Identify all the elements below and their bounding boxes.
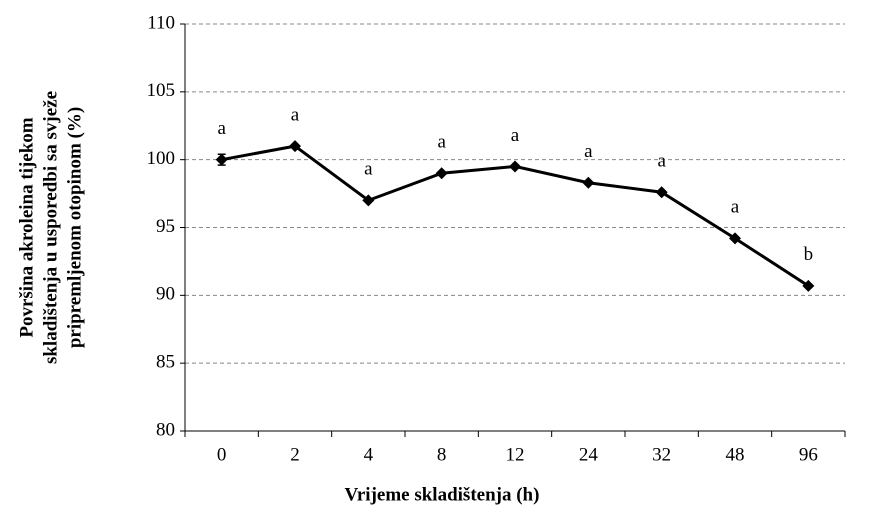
x-tick-label: 8	[437, 444, 447, 465]
y-tick-label: 95	[156, 216, 175, 237]
y-axis-title: Površina akroleina tijekom	[16, 117, 37, 337]
marker	[289, 140, 301, 153]
annotation: a	[511, 125, 520, 146]
marker	[802, 279, 815, 292]
annotation: a	[364, 159, 373, 180]
marker	[729, 232, 741, 245]
annotation: a	[731, 197, 740, 218]
x-tick-label: 12	[506, 444, 525, 465]
marker	[655, 186, 668, 199]
x-tick-label: 0	[217, 444, 227, 465]
x-tick-label: 24	[579, 444, 599, 465]
x-tick-label: 4	[364, 444, 374, 465]
marker	[435, 167, 448, 180]
x-tick-label: 48	[726, 444, 745, 465]
annotation: a	[217, 118, 226, 139]
annotation: a	[584, 141, 593, 162]
y-tick-label: 110	[147, 12, 175, 33]
y-tick-label: 90	[156, 284, 175, 305]
marker	[582, 176, 595, 189]
annotation: a	[437, 132, 446, 153]
y-axis-title: skladištenja u usporedbi sa svježe	[40, 91, 61, 364]
marker	[509, 160, 521, 173]
y-tick-label: 100	[147, 148, 176, 169]
y-tick-label: 105	[147, 80, 176, 101]
x-tick-label: 96	[799, 444, 818, 465]
x-tick-label: 32	[652, 444, 671, 465]
marker	[362, 194, 375, 207]
x-axis-title: Vrijeme skladištenja (h)	[345, 484, 540, 505]
annotation: a	[291, 104, 300, 125]
x-tick-label: 2	[290, 444, 300, 465]
y-tick-label: 85	[156, 352, 175, 373]
y-axis-title: pripremljenom otopinom (%)	[64, 107, 85, 348]
y-tick-label: 80	[156, 419, 175, 440]
annotation: b	[804, 244, 814, 265]
marker	[215, 153, 228, 166]
annotation: a	[657, 151, 666, 172]
